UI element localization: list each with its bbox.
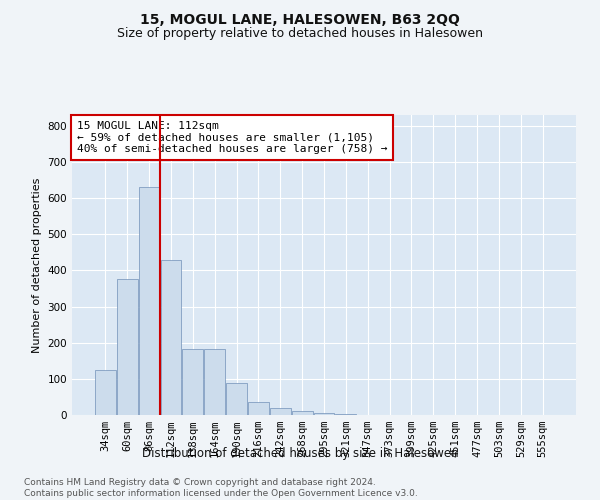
Bar [117,280,137,415]
Bar [204,349,225,415]
Bar [270,408,290,415]
Bar [139,188,160,415]
Bar [95,370,116,415]
Text: Size of property relative to detached houses in Halesowen: Size of property relative to detached ho… [117,28,483,40]
Bar [292,412,313,415]
Bar [248,402,269,415]
Bar [182,349,203,415]
Y-axis label: Number of detached properties: Number of detached properties [32,178,42,352]
Text: Distribution of detached houses by size in Halesowen: Distribution of detached houses by size … [142,448,458,460]
Text: Contains HM Land Registry data © Crown copyright and database right 2024.
Contai: Contains HM Land Registry data © Crown c… [24,478,418,498]
Bar [226,383,247,415]
Bar [314,413,334,415]
Bar [335,414,356,415]
Text: 15, MOGUL LANE, HALESOWEN, B63 2QQ: 15, MOGUL LANE, HALESOWEN, B63 2QQ [140,12,460,26]
Text: 15 MOGUL LANE: 112sqm
← 59% of detached houses are smaller (1,105)
40% of semi-d: 15 MOGUL LANE: 112sqm ← 59% of detached … [77,121,388,154]
Bar [161,260,181,415]
